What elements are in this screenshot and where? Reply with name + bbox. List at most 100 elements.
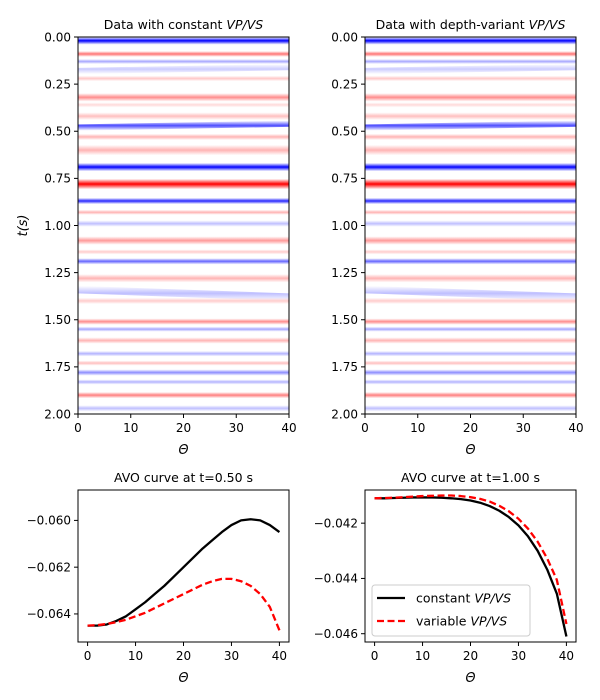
x-tick-label: 0 [361, 421, 369, 435]
heatmap-band [365, 64, 576, 75]
heatmap-band [78, 59, 289, 64]
heatmap-band [365, 133, 576, 141]
panel2-title: Data with depth-variant VP/VS [376, 17, 566, 32]
y-tick-label: 1.50 [331, 313, 358, 327]
heatmap-band [365, 209, 576, 215]
x-tick-label: 40 [559, 649, 574, 663]
panel3-title: AVO curve at t=0.50 s [114, 470, 253, 485]
x-tick-label: 0 [74, 421, 82, 435]
panel4-title: AVO curve at t=1.00 s [401, 470, 540, 485]
heatmap-band [365, 120, 576, 131]
panel1-heatmap [78, 37, 289, 414]
heatmap-band [365, 37, 576, 45]
heatmap-band [78, 178, 289, 190]
panel4-x-label: Θ [465, 671, 475, 686]
heatmap-band [365, 102, 576, 108]
panel-avo-100: AVO curve at t=1.00 s 0 10 20 30 40 −0.042−0… [314, 470, 577, 686]
x-tick-label: 20 [176, 421, 191, 435]
heatmap-band [365, 220, 576, 227]
heatmap-band [78, 360, 289, 366]
heatmap-band [365, 93, 576, 102]
x-tick-label: 20 [463, 649, 478, 663]
y-tick-label: 1.50 [44, 313, 71, 327]
panel2-heatmap [365, 37, 576, 414]
y-tick-label: 0.25 [331, 77, 358, 91]
y-tick-label: −0.060 [27, 514, 71, 528]
panel2-x-label: Θ [465, 443, 475, 458]
panel3-x-ticks: 0 10 20 30 40 [84, 642, 287, 663]
panel2-x-ticks: 0 10 20 30 40 [361, 414, 584, 435]
x-tick-label: 40 [568, 421, 583, 435]
heatmap-band [365, 274, 576, 283]
y-tick-label: 0.75 [44, 172, 71, 186]
avo-series-line-variable [374, 494, 568, 625]
heatmap-band [365, 405, 576, 412]
heatmap-band [78, 209, 289, 215]
y-tick-label: 1.75 [44, 360, 71, 374]
heatmap-band [365, 162, 576, 172]
y-tick-label: 1.75 [331, 360, 358, 374]
legend: constant VP/VS variable VP/VS [371, 584, 531, 637]
avo-series-line-constant [87, 518, 281, 627]
x-tick-label: 20 [176, 649, 191, 663]
heatmap-band [78, 392, 289, 399]
x-tick-label: 10 [123, 421, 138, 435]
heatmap-band [365, 379, 576, 385]
x-tick-label: 40 [281, 421, 296, 435]
y-tick-label: 0.00 [44, 30, 71, 44]
panel-gather-variable: Data with depth-variant VP/VS 0 10 20 30 40 … [331, 17, 583, 458]
heatmap-band [78, 379, 289, 385]
panel1-x-ticks: 0 10 20 30 40 [74, 414, 297, 435]
panel3-lines [87, 518, 281, 631]
heatmap-band [365, 297, 576, 305]
heatmap-band [78, 337, 289, 344]
heatmap-band [78, 350, 289, 357]
heatmap-band [78, 297, 289, 305]
panel1-title: Data with constant VP/VS [104, 17, 263, 32]
x-tick-label: 30 [511, 649, 526, 663]
panel-avo-050: AVO curve at t=0.50 s 0 10 20 30 40 −0.060−0… [27, 470, 290, 686]
x-tick-label: 20 [463, 421, 478, 435]
heatmap-band [365, 369, 576, 376]
heatmap-band [365, 350, 576, 357]
heatmap-band [78, 144, 289, 156]
heatmap-band [78, 75, 289, 82]
heatmap-band [365, 318, 576, 325]
heatmap-band [78, 326, 289, 332]
heatmap-band [78, 102, 289, 108]
y-tick-label: −0.064 [27, 607, 71, 621]
x-tick-label: 30 [229, 421, 244, 435]
y-tick-label: 2.00 [44, 407, 71, 421]
y-tick-label: 0.25 [44, 77, 71, 91]
heatmap-band [365, 258, 576, 265]
x-tick-label: 30 [516, 421, 531, 435]
panel4-x-ticks: 0 10 20 30 40 [371, 642, 574, 663]
heatmap-band [365, 360, 576, 366]
panel4-lines [374, 494, 568, 637]
heatmap-band [365, 51, 576, 57]
heatmap-band [78, 285, 289, 301]
legend-label-variable: variable VP/VS [416, 614, 507, 629]
heatmap-band [365, 337, 576, 344]
x-tick-label: 10 [410, 421, 425, 435]
panel3-x-label: Θ [178, 671, 188, 686]
panel1-y-ticks: 0.00 0.25 0.50 0.75 1.00 1.25 1.50 1.75 2.00 [44, 30, 78, 421]
heatmap-band [78, 369, 289, 376]
heatmap-band [78, 220, 289, 227]
x-tick-label: 10 [415, 649, 430, 663]
x-tick-label: 0 [84, 649, 92, 663]
legend-label-constant: constant VP/VS [416, 591, 511, 606]
x-tick-label: 30 [224, 649, 239, 663]
heatmap-band [78, 249, 289, 255]
heatmap-band [78, 405, 289, 412]
heatmap-band [365, 197, 576, 205]
x-tick-label: 0 [371, 649, 379, 663]
y-tick-label: 1.00 [44, 219, 71, 233]
heatmap-band [365, 326, 576, 332]
panel2-y-ticks: 0.00 0.25 0.50 0.75 1.00 1.25 1.50 1.75 2.00 [331, 30, 365, 421]
heatmap-band [365, 285, 576, 301]
y-tick-label: 2.00 [331, 407, 358, 421]
heatmap-band [78, 258, 289, 265]
panel-gather-constant: Data with constant VP/VS 0 10 20 30 40 0.00 0… [16, 17, 297, 458]
